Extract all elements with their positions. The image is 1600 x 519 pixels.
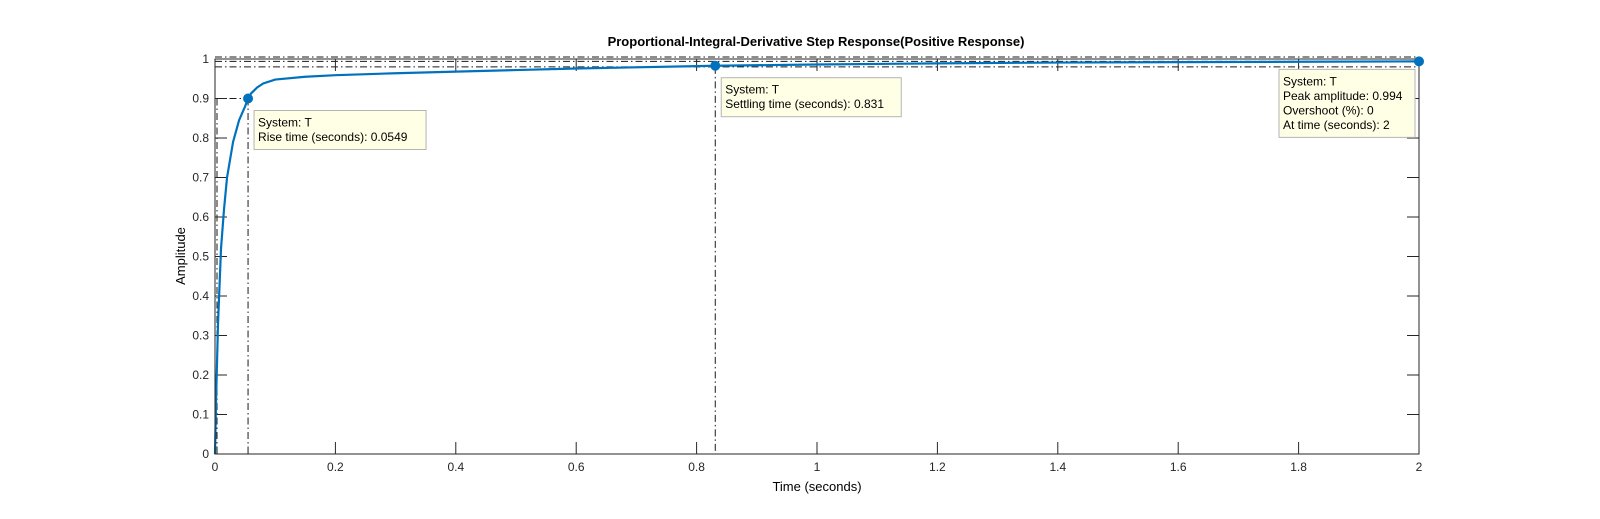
datatip-line: System: T: [1283, 74, 1337, 88]
y-tick-label: 0.4: [192, 289, 209, 303]
x-tick-label: 1: [814, 460, 821, 474]
x-tick-label: 1.2: [929, 460, 946, 474]
axis-ticks: 0 0.2 0.4 0.6 0.8 1 1.2 1.4 1.6 1.8 2 0 0.1 0.2 0.3 0.4…: [192, 52, 1422, 474]
y-tick-label: 0.6: [192, 210, 209, 224]
y-tick-label: 0.2: [192, 368, 209, 382]
y-tick-label: 0: [202, 447, 209, 461]
datatip-line: Settling time (seconds): 0.831: [725, 97, 884, 111]
datatip-line: Rise time (seconds): 0.0549: [258, 130, 408, 144]
x-tick-label: 1.8: [1290, 460, 1307, 474]
x-tick-label: 1.6: [1170, 460, 1187, 474]
datatip-line: System: T: [258, 116, 312, 130]
data-markers: [243, 56, 1424, 104]
datatip-box: [1278, 68, 1416, 138]
datatip-box: [253, 110, 427, 150]
datatip-box: [720, 77, 902, 118]
x-tick-label: 2: [1416, 460, 1423, 474]
x-tick-label: 0.4: [447, 460, 464, 474]
y-tick-label: 0.7: [192, 171, 209, 185]
datatip-line: Peak amplitude: 0.994: [1283, 89, 1403, 103]
y-tick-label: 1: [202, 52, 209, 66]
marker-rise[interactable]: [243, 93, 254, 104]
marker-settling[interactable]: [710, 60, 721, 71]
chart-title: Proportional-Integral-Derivative Step Re…: [608, 34, 1025, 49]
datatip-line: System: T: [725, 83, 779, 97]
plot-border: [214, 58, 1420, 455]
y-axis-label: Amplitude: [173, 227, 188, 285]
datatip-line: Overshoot (%): 0: [1283, 103, 1374, 117]
step-response-line: [213, 60, 1420, 455]
y-tick-label: 0.9: [192, 92, 209, 106]
x-axis-label: Time (seconds): [772, 479, 861, 494]
x-tick-label: 0.2: [327, 460, 344, 474]
marker-peak[interactable]: [1414, 56, 1424, 67]
y-tick-label: 0.3: [192, 329, 209, 343]
x-tick-label: 1.4: [1049, 460, 1066, 474]
y-tick-label: 0.8: [192, 131, 209, 145]
x-tick-label: 0.6: [568, 460, 585, 474]
x-tick-label: 0: [212, 460, 219, 474]
datatip-line: At time (seconds): 2: [1283, 118, 1390, 132]
y-tick-label: 0.1: [192, 408, 209, 422]
x-tick-label: 0.8: [688, 460, 705, 474]
y-tick-label: 0.5: [192, 250, 209, 264]
